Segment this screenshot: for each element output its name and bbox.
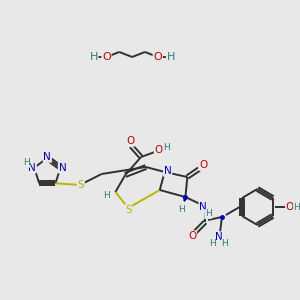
Text: H: H xyxy=(178,206,185,214)
Text: N: N xyxy=(199,202,207,212)
Text: S: S xyxy=(125,205,131,215)
Text: H: H xyxy=(103,190,110,200)
Text: N: N xyxy=(58,163,66,173)
Text: H: H xyxy=(209,239,215,248)
Text: H: H xyxy=(293,202,300,211)
Text: O: O xyxy=(188,231,196,241)
Text: O: O xyxy=(126,136,134,146)
Text: O: O xyxy=(286,202,294,212)
Text: O: O xyxy=(102,52,111,62)
Text: H: H xyxy=(89,52,98,62)
Text: H: H xyxy=(167,52,175,62)
Text: N: N xyxy=(164,166,172,176)
Text: N: N xyxy=(28,163,36,173)
Text: N: N xyxy=(215,232,223,242)
Text: H: H xyxy=(221,239,228,248)
Text: H: H xyxy=(205,209,212,218)
Text: N: N xyxy=(44,152,51,162)
Text: O: O xyxy=(154,145,163,155)
Text: S: S xyxy=(78,180,84,190)
Text: O: O xyxy=(153,52,162,62)
Text: H: H xyxy=(23,158,30,167)
Text: O: O xyxy=(199,160,207,170)
Text: H: H xyxy=(163,142,170,152)
